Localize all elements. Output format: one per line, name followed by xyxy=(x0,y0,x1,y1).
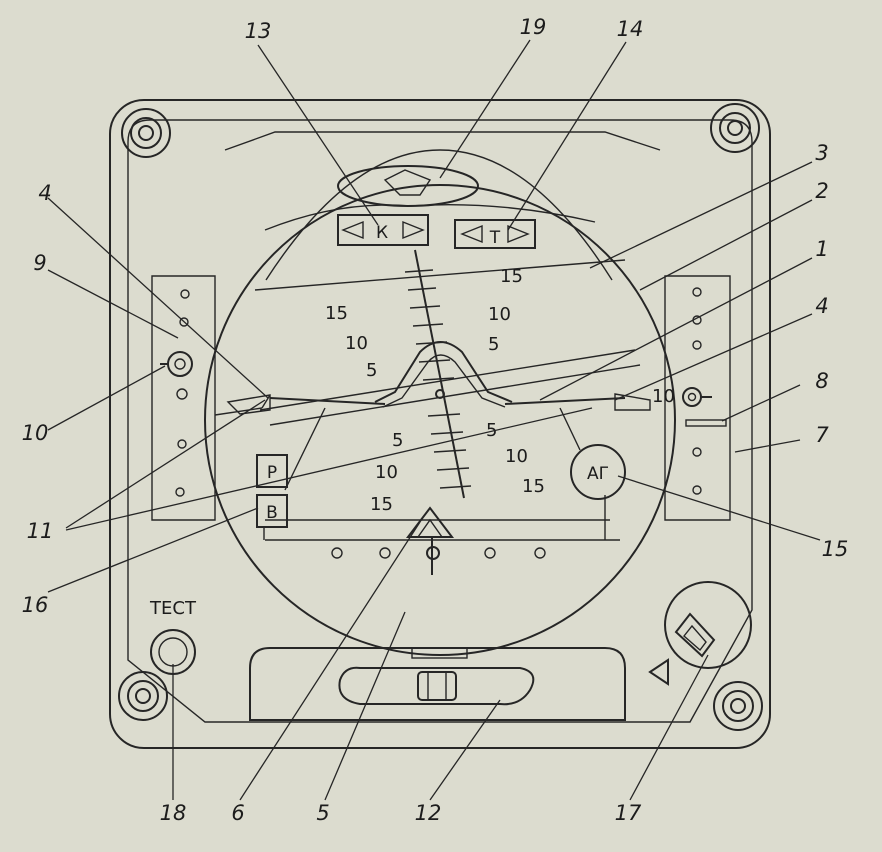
inner-dial-arc xyxy=(265,149,613,281)
callout-labels: 13 19 14 3 2 1 4 4 9 10 11 16 8 7 15 18 … xyxy=(22,15,849,825)
callout-1: 1 xyxy=(815,237,828,261)
slip-indicator-clip xyxy=(411,647,468,659)
ag-flag: АГ xyxy=(570,444,626,500)
pitch-label-up-10-right: 10 xyxy=(488,304,511,325)
case-outer-frame xyxy=(109,99,771,749)
left-strut xyxy=(284,407,326,491)
callout-4-left: 4 xyxy=(38,181,51,205)
pitch-label-up-10: 10 xyxy=(345,333,368,354)
ag-flag-label: АГ xyxy=(587,464,609,484)
callout-3: 3 xyxy=(815,141,828,165)
left-side-plate xyxy=(151,275,216,521)
pitch-label-down-10-right: 10 xyxy=(505,446,528,467)
slip-indicator-housing xyxy=(249,647,626,721)
pitch-scale-labels: 15 15 10 10 5 5 5 5 10 10 15 15 xyxy=(325,266,545,515)
bottom-index-pointer xyxy=(405,506,455,575)
outer-dial-ring xyxy=(204,184,676,656)
aircraft-brackets xyxy=(214,393,651,416)
pitch-label-down-5-right: 5 xyxy=(486,420,497,441)
callout-2: 2 xyxy=(815,179,828,203)
pitch-label-up-5: 5 xyxy=(366,360,377,381)
course-flag: К xyxy=(337,214,429,246)
upper-reference-line xyxy=(254,259,626,291)
t-flag-label: Т xyxy=(489,228,501,248)
slip-indicator-tube xyxy=(338,666,535,706)
callout-4-right: 4 xyxy=(815,294,828,318)
case-inner-bezel xyxy=(127,119,753,723)
test-button-label: ТЕСТ xyxy=(149,598,197,619)
callout-12: 12 xyxy=(415,801,442,825)
t-flag: Т xyxy=(454,219,536,249)
callout-19: 19 xyxy=(520,15,547,39)
right-adjust-knob xyxy=(682,387,712,407)
pitch-label-up-15: 15 xyxy=(325,303,348,324)
right-plate-holes xyxy=(692,287,702,495)
callout-16: 16 xyxy=(22,593,49,617)
pitch-scale-axis xyxy=(414,249,465,499)
callout-7: 7 xyxy=(815,423,829,447)
bottom-rivets xyxy=(331,547,546,559)
r-v-flag: Р В xyxy=(256,454,288,540)
pitch-label-down-10: 10 xyxy=(375,462,398,483)
aircraft-symbol xyxy=(269,341,626,408)
course-flag-label: К xyxy=(376,223,388,243)
slip-indicator-ball xyxy=(417,671,457,701)
left-plate-holes xyxy=(175,289,190,497)
right-side-plate xyxy=(664,275,731,521)
mounting-screw-bottom-right xyxy=(713,681,763,731)
callout-leaders xyxy=(47,39,821,801)
tilted-horizon-line-lower xyxy=(269,364,641,426)
callout-13: 13 xyxy=(245,19,272,43)
r-flag-label: Р xyxy=(267,463,277,483)
side-scale-10: 10 xyxy=(652,386,675,407)
callout-17: 17 xyxy=(615,801,642,825)
pitch-label-down-5: 5 xyxy=(392,430,403,451)
callout-9: 9 xyxy=(33,251,46,275)
callout-11: 11 xyxy=(27,519,54,543)
pitch-label-down-15-right: 15 xyxy=(522,476,545,497)
callout-18: 18 xyxy=(160,801,187,825)
bezel-top-edge xyxy=(224,131,661,151)
mounting-screw-top-right xyxy=(710,103,760,153)
pitch-label-up-5-right: 5 xyxy=(488,334,499,355)
callout-14: 14 xyxy=(617,17,644,41)
top-bank-arc xyxy=(264,204,596,231)
callout-10-left: 10 xyxy=(22,421,49,445)
callout-5: 5 xyxy=(316,801,329,825)
callout-6: 6 xyxy=(231,801,244,825)
index-mark-8 xyxy=(685,419,727,427)
v-flag-label: В xyxy=(266,503,278,523)
pitch-ticks xyxy=(404,269,472,489)
callout-15: 15 xyxy=(822,537,849,561)
mounting-screw-bottom-left xyxy=(118,671,168,721)
roll-index-mark xyxy=(383,169,432,196)
callout-8: 8 xyxy=(815,369,828,393)
pitch-label-down-15: 15 xyxy=(370,494,393,515)
pitch-trim-knob xyxy=(648,581,752,686)
test-button: ТЕСТ xyxy=(149,598,197,675)
mounting-screw-top-left xyxy=(121,108,171,158)
pitch-label-up-15-right: 15 xyxy=(500,266,523,287)
left-adjust-knob xyxy=(160,351,193,377)
